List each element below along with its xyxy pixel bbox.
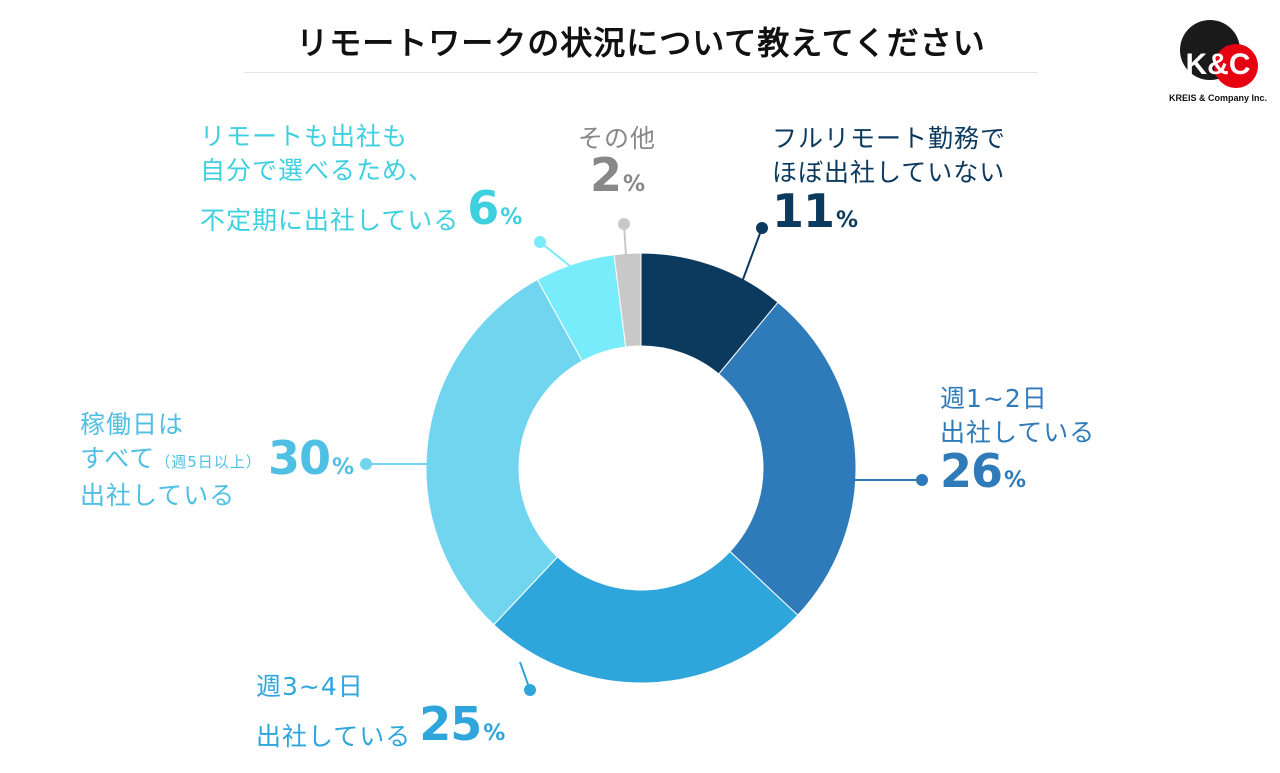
label-line: リモートも出社も — [200, 122, 409, 151]
slice-other — [613, 252, 642, 348]
svg-text:KREIS & Company Inc.: KREIS & Company Inc. — [1169, 93, 1267, 103]
value-label: 30 — [268, 431, 331, 485]
unit-label: % — [500, 205, 522, 230]
unit-label: % — [332, 455, 354, 480]
label-line: 週1~2日 — [940, 384, 1048, 413]
value-label: 25 — [419, 697, 482, 751]
value-label: 11 — [772, 184, 835, 238]
slice-1-2-days — [718, 301, 857, 616]
chart-title: リモートワークの状況について教えてください — [296, 24, 986, 62]
unit-label: % — [836, 208, 858, 233]
label-line: 不定期に出社している — [200, 206, 460, 235]
label-3-4-days: 週3~4日 出社している 25% — [256, 670, 505, 754]
unit-label: % — [622, 172, 645, 197]
slice-full-office — [425, 278, 583, 626]
label-flexible: リモートも出社も 自分で選べるため、 不定期に出社している 6% — [200, 120, 522, 238]
label-line: 自分で選べるため、 — [200, 156, 435, 185]
full-office-label-text: 稼働日はすべて（週5日以上） 出社している — [80, 408, 262, 513]
leader-dot-3-4-days — [524, 684, 536, 696]
label-full-remote: フルリモート勤務で ほぼ出社していない 11% — [772, 122, 1006, 238]
value-label: 26 — [940, 444, 1003, 498]
label-line: 稼働日は — [80, 410, 185, 439]
label-line: 出社している — [940, 418, 1096, 447]
title-divider — [244, 72, 1038, 73]
company-logo: K&C KREIS & Company Inc. — [1169, 20, 1267, 103]
svg-text:K&C: K&C — [1186, 48, 1251, 81]
label-line: 週3~4日 — [256, 672, 364, 701]
label-line: その他 — [578, 124, 657, 153]
unit-label: % — [1004, 468, 1026, 493]
label-line: 出社している — [256, 722, 412, 751]
value-label: 6 — [467, 181, 499, 235]
leader-dot-full-remote — [756, 222, 768, 234]
slice-3-4-days — [493, 550, 799, 684]
value-label: 2 — [589, 148, 622, 202]
leader-line-flexible — [539, 241, 571, 267]
label-full-office: 稼働日はすべて（週5日以上） 出社している 30% — [80, 408, 354, 513]
label-line: ほぼ出社していない — [772, 158, 1006, 187]
unit-label: % — [483, 721, 505, 746]
label-line: すべて — [80, 444, 156, 473]
label-line: フルリモート勤務で — [772, 124, 1007, 153]
label-1-2-days: 週1~2日 出社している 26% — [940, 382, 1095, 498]
leader-line-full-remote — [741, 227, 763, 283]
leader-dot-full-office — [360, 458, 372, 470]
label-line: 出社している — [80, 481, 236, 510]
label-line: （週5日以上） — [155, 453, 262, 471]
leader-dot-flexible — [534, 236, 546, 248]
leader-dot-1-2-days — [916, 474, 928, 486]
label-other: その他 2% — [578, 122, 656, 202]
leader-dot-other — [618, 218, 630, 230]
